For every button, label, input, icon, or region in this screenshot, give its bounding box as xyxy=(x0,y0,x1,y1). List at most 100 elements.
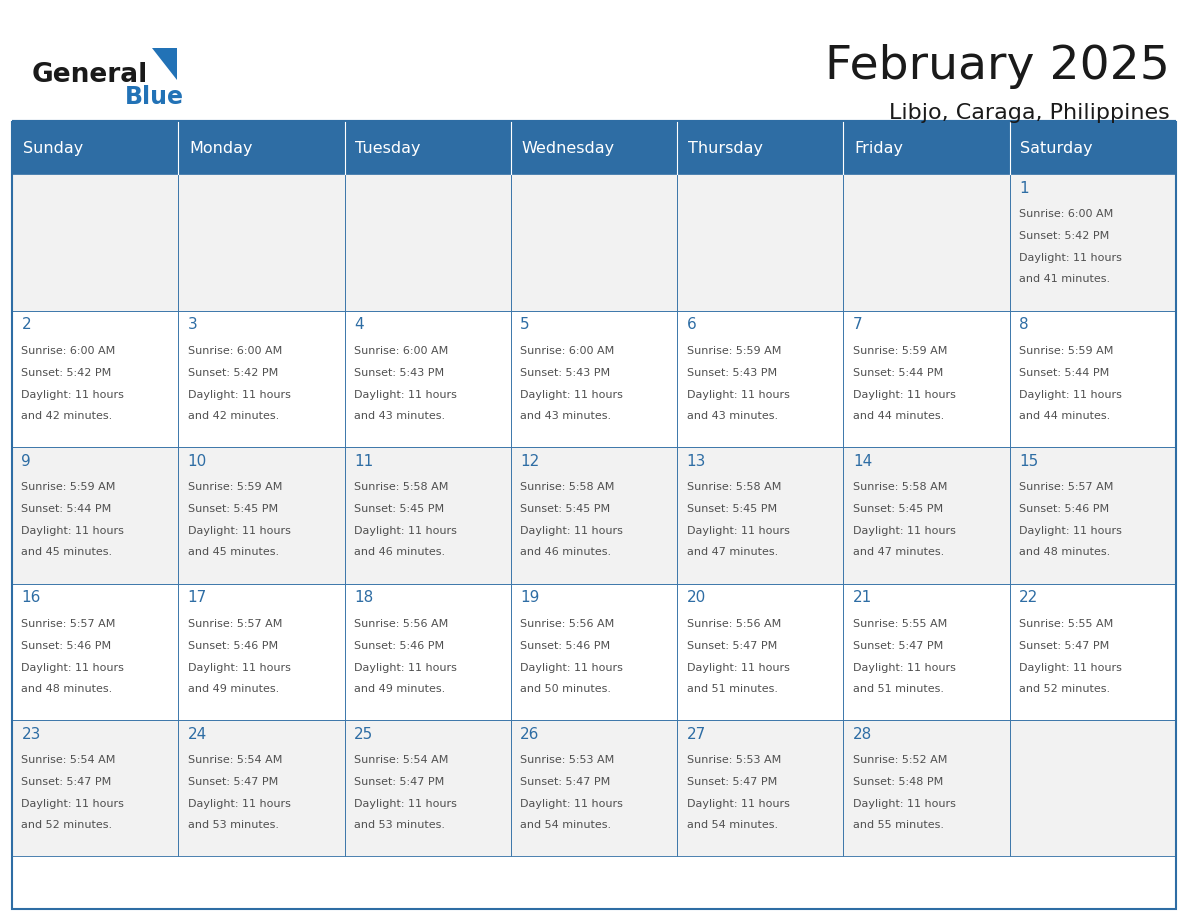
Text: Sunset: 5:47 PM: Sunset: 5:47 PM xyxy=(188,777,278,787)
Text: and 49 minutes.: and 49 minutes. xyxy=(188,684,279,694)
Bar xyxy=(178,584,345,720)
Text: Sunset: 5:44 PM: Sunset: 5:44 PM xyxy=(1019,368,1110,377)
Bar xyxy=(843,447,1010,584)
Bar xyxy=(1010,122,1176,174)
Text: and 46 minutes.: and 46 minutes. xyxy=(520,547,612,557)
Text: 28: 28 xyxy=(853,726,872,742)
Bar xyxy=(12,720,178,856)
Text: Sunset: 5:43 PM: Sunset: 5:43 PM xyxy=(354,368,444,377)
Text: Daylight: 11 hours: Daylight: 11 hours xyxy=(188,663,291,673)
Text: 26: 26 xyxy=(520,726,539,742)
Text: Tuesday: Tuesday xyxy=(355,140,421,156)
Text: Sunrise: 5:57 AM: Sunrise: 5:57 AM xyxy=(21,619,115,629)
Bar xyxy=(677,174,843,311)
Text: Sunrise: 5:59 AM: Sunrise: 5:59 AM xyxy=(1019,346,1113,355)
Text: Sunrise: 6:00 AM: Sunrise: 6:00 AM xyxy=(1019,209,1113,219)
Text: Daylight: 11 hours: Daylight: 11 hours xyxy=(354,390,457,399)
Text: Libjo, Caraga, Philippines: Libjo, Caraga, Philippines xyxy=(890,103,1170,123)
Text: 20: 20 xyxy=(687,590,706,605)
Text: Saturday: Saturday xyxy=(1020,140,1093,156)
Text: 2: 2 xyxy=(21,318,31,332)
Text: and 47 minutes.: and 47 minutes. xyxy=(853,547,944,557)
Bar xyxy=(511,174,677,311)
Text: Sunrise: 6:00 AM: Sunrise: 6:00 AM xyxy=(520,346,614,355)
Text: Sunrise: 5:56 AM: Sunrise: 5:56 AM xyxy=(687,619,781,629)
Text: Sunrise: 5:53 AM: Sunrise: 5:53 AM xyxy=(687,755,781,765)
Bar xyxy=(12,174,178,311)
Bar xyxy=(345,122,511,174)
Text: 3: 3 xyxy=(188,318,197,332)
Text: Sunset: 5:45 PM: Sunset: 5:45 PM xyxy=(188,504,278,514)
Text: Sunset: 5:44 PM: Sunset: 5:44 PM xyxy=(21,504,112,514)
Text: and 43 minutes.: and 43 minutes. xyxy=(687,411,778,420)
Text: Sunset: 5:46 PM: Sunset: 5:46 PM xyxy=(520,641,611,651)
Text: Daylight: 11 hours: Daylight: 11 hours xyxy=(853,663,956,673)
Text: General: General xyxy=(32,62,148,88)
Text: and 46 minutes.: and 46 minutes. xyxy=(354,547,446,557)
Text: Daylight: 11 hours: Daylight: 11 hours xyxy=(520,526,624,536)
Text: Thursday: Thursday xyxy=(688,140,763,156)
Text: Sunrise: 6:00 AM: Sunrise: 6:00 AM xyxy=(354,346,448,355)
Bar xyxy=(843,174,1010,311)
Text: Daylight: 11 hours: Daylight: 11 hours xyxy=(354,799,457,809)
Text: Sunset: 5:46 PM: Sunset: 5:46 PM xyxy=(188,641,278,651)
Bar xyxy=(511,447,677,584)
Text: Sunset: 5:47 PM: Sunset: 5:47 PM xyxy=(520,777,611,787)
Text: and 45 minutes.: and 45 minutes. xyxy=(188,547,279,557)
Text: Daylight: 11 hours: Daylight: 11 hours xyxy=(520,390,624,399)
Text: and 43 minutes.: and 43 minutes. xyxy=(354,411,446,420)
Text: Sunrise: 5:53 AM: Sunrise: 5:53 AM xyxy=(520,755,614,765)
Text: and 47 minutes.: and 47 minutes. xyxy=(687,547,778,557)
Text: and 45 minutes.: and 45 minutes. xyxy=(21,547,113,557)
Text: and 44 minutes.: and 44 minutes. xyxy=(1019,411,1111,420)
Text: 22: 22 xyxy=(1019,590,1038,605)
Text: Sunrise: 5:54 AM: Sunrise: 5:54 AM xyxy=(354,755,448,765)
Text: 17: 17 xyxy=(188,590,207,605)
Text: Friday: Friday xyxy=(854,140,903,156)
Text: Daylight: 11 hours: Daylight: 11 hours xyxy=(520,799,624,809)
Bar xyxy=(511,122,677,174)
Text: Sunset: 5:43 PM: Sunset: 5:43 PM xyxy=(687,368,777,377)
Bar xyxy=(1010,720,1176,856)
Bar xyxy=(511,720,677,856)
Text: Sunset: 5:44 PM: Sunset: 5:44 PM xyxy=(853,368,943,377)
Text: 23: 23 xyxy=(21,726,40,742)
Text: 12: 12 xyxy=(520,453,539,469)
Bar xyxy=(677,122,843,174)
Text: Sunrise: 5:58 AM: Sunrise: 5:58 AM xyxy=(520,482,614,492)
Text: Sunset: 5:45 PM: Sunset: 5:45 PM xyxy=(687,504,777,514)
Text: Sunset: 5:45 PM: Sunset: 5:45 PM xyxy=(853,504,943,514)
Text: Sunrise: 5:54 AM: Sunrise: 5:54 AM xyxy=(188,755,282,765)
Text: and 53 minutes.: and 53 minutes. xyxy=(354,820,446,830)
Text: Daylight: 11 hours: Daylight: 11 hours xyxy=(354,663,457,673)
Text: Sunset: 5:42 PM: Sunset: 5:42 PM xyxy=(1019,231,1110,241)
Text: and 53 minutes.: and 53 minutes. xyxy=(188,820,279,830)
Text: and 50 minutes.: and 50 minutes. xyxy=(520,684,612,694)
Bar xyxy=(178,311,345,447)
Text: Daylight: 11 hours: Daylight: 11 hours xyxy=(1019,663,1123,673)
Text: 10: 10 xyxy=(188,453,207,469)
Text: Sunset: 5:46 PM: Sunset: 5:46 PM xyxy=(354,641,444,651)
Text: Daylight: 11 hours: Daylight: 11 hours xyxy=(188,799,291,809)
Text: Daylight: 11 hours: Daylight: 11 hours xyxy=(1019,390,1123,399)
Text: Daylight: 11 hours: Daylight: 11 hours xyxy=(687,663,790,673)
Text: 21: 21 xyxy=(853,590,872,605)
Text: and 48 minutes.: and 48 minutes. xyxy=(1019,547,1111,557)
Text: and 51 minutes.: and 51 minutes. xyxy=(853,684,944,694)
Text: 5: 5 xyxy=(520,318,530,332)
Text: Daylight: 11 hours: Daylight: 11 hours xyxy=(853,526,956,536)
Bar xyxy=(345,174,511,311)
Text: 11: 11 xyxy=(354,453,373,469)
Text: February 2025: February 2025 xyxy=(826,44,1170,89)
Text: Sunset: 5:47 PM: Sunset: 5:47 PM xyxy=(1019,641,1110,651)
Text: Sunrise: 5:59 AM: Sunrise: 5:59 AM xyxy=(21,482,115,492)
Text: and 51 minutes.: and 51 minutes. xyxy=(687,684,778,694)
Text: Sunset: 5:46 PM: Sunset: 5:46 PM xyxy=(21,641,112,651)
Text: 18: 18 xyxy=(354,590,373,605)
Text: 16: 16 xyxy=(21,590,40,605)
Text: Sunrise: 5:54 AM: Sunrise: 5:54 AM xyxy=(21,755,115,765)
Text: and 41 minutes.: and 41 minutes. xyxy=(1019,274,1111,285)
Text: Sunset: 5:47 PM: Sunset: 5:47 PM xyxy=(853,641,943,651)
Text: Sunrise: 5:52 AM: Sunrise: 5:52 AM xyxy=(853,755,947,765)
Text: and 54 minutes.: and 54 minutes. xyxy=(520,820,612,830)
